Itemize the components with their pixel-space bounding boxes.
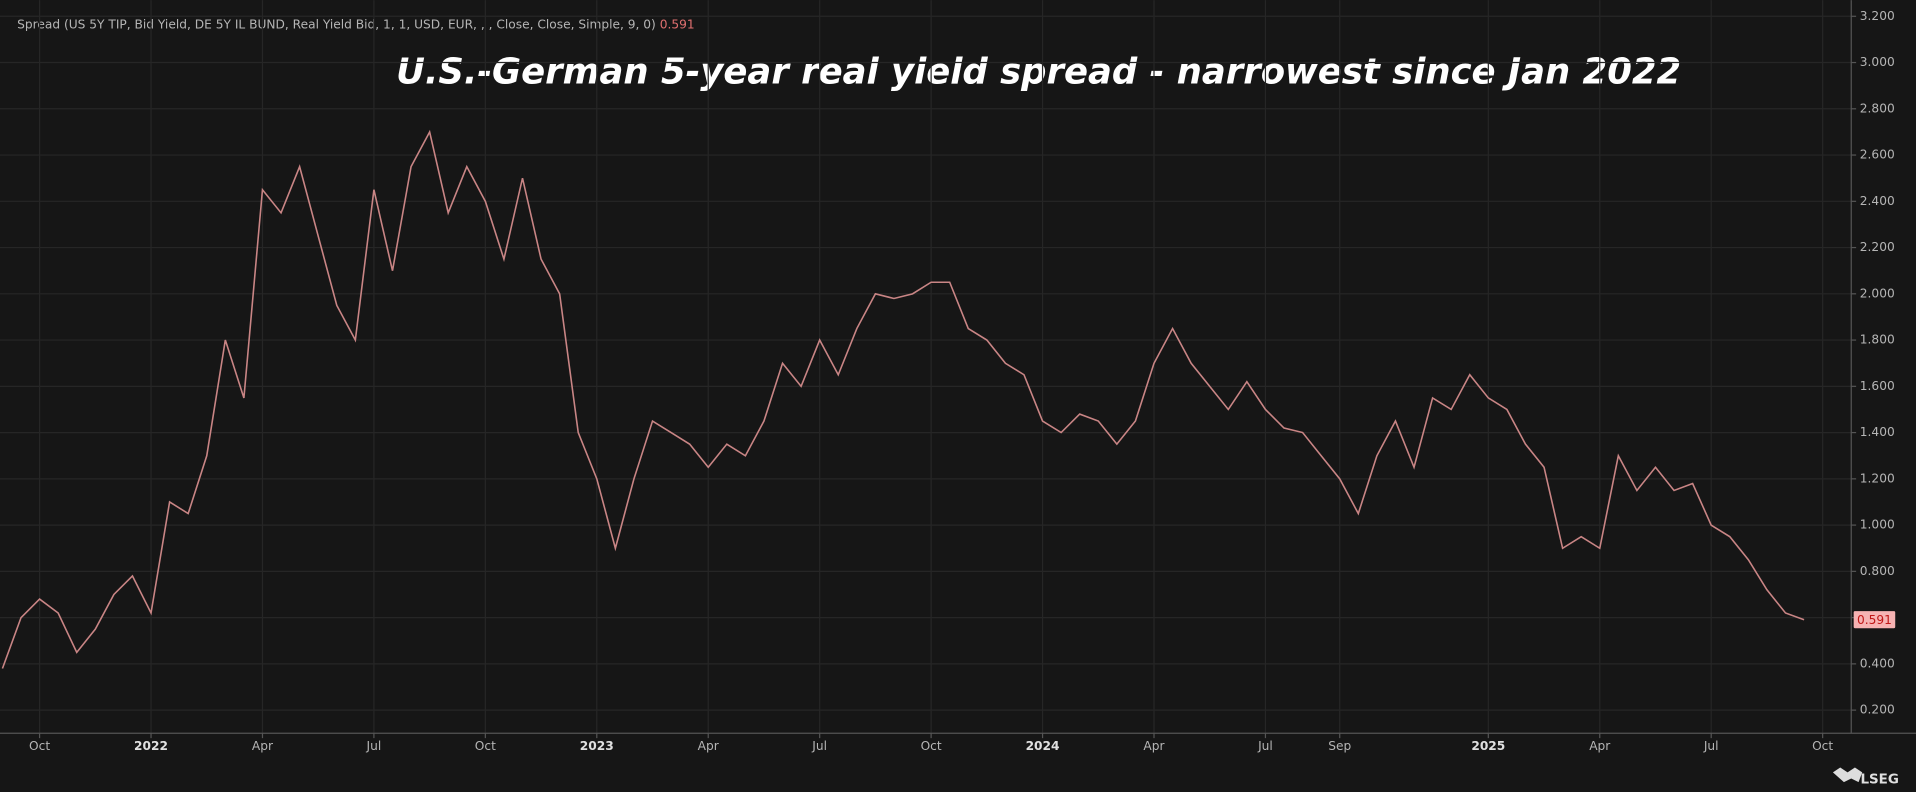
x-tick-label: Apr (698, 739, 720, 753)
y-tick-label: 2.600 (1860, 148, 1895, 162)
x-tick-label: Apr (1143, 739, 1165, 753)
x-tick-label: 2025 (1471, 739, 1505, 753)
x-tick-label: Oct (1812, 739, 1833, 753)
series-label: Spread (US 5Y TIP, Bid Yield, DE 5Y IL B… (17, 17, 695, 31)
axes: 0.2000.4000.6000.8001.0001.2001.4001.600… (29, 9, 1896, 753)
y-tick-label: 0.200 (1860, 703, 1895, 717)
x-tick-label: 2023 (580, 739, 614, 753)
x-tick-label: Jul (811, 739, 827, 753)
y-tick-label: 0.400 (1860, 656, 1895, 670)
x-tick-label: 2024 (1026, 739, 1060, 753)
y-tick-label: 2.200 (1860, 240, 1895, 254)
y-tick-label: 1.800 (1860, 333, 1895, 347)
y-tick-label: 3.200 (1860, 9, 1895, 23)
x-tick-label: Apr (1589, 739, 1611, 753)
x-tick-label: Sep (1328, 739, 1351, 753)
x-tick-label: Apr (252, 739, 274, 753)
last-value-tag (1853, 611, 1896, 629)
x-tick-label: 2022 (134, 739, 168, 753)
y-tick-label: 1.400 (1860, 425, 1895, 439)
grid (0, 0, 1852, 734)
x-tick-label: Oct (475, 739, 496, 753)
y-tick-label: 1.600 (1860, 379, 1895, 393)
x-tick-label: Oct (29, 739, 50, 753)
y-tick-label: 1.200 (1860, 471, 1895, 485)
plot (1, 129, 1805, 669)
chart-title: U.S.-German 5-year real yield spread - n… (396, 51, 1681, 92)
y-tick-label: 0.800 (1860, 564, 1895, 578)
x-tick-label: Jul (1703, 739, 1719, 753)
logo-icon (1832, 767, 1863, 783)
source-logo: LSEG (1860, 773, 1898, 788)
x-tick-label: Jul (366, 739, 382, 753)
y-tick-label: 2.800 (1860, 101, 1895, 115)
last-value-label: 0.591 (1857, 613, 1892, 627)
y-tick-label: 3.000 (1860, 55, 1895, 69)
y-tick-label: 2.400 (1860, 194, 1895, 208)
x-tick-label: Oct (921, 739, 942, 753)
y-tick-label: 2.000 (1860, 286, 1895, 300)
y-tick-label: 1.000 (1860, 518, 1895, 532)
x-tick-label: Jul (1257, 739, 1273, 753)
subtitle: Spread (US 5Y TIP, Bid Yield, DE 5Y IL B… (17, 17, 656, 31)
last-value: 0.591 (660, 17, 695, 31)
series-line (1, 129, 1805, 669)
